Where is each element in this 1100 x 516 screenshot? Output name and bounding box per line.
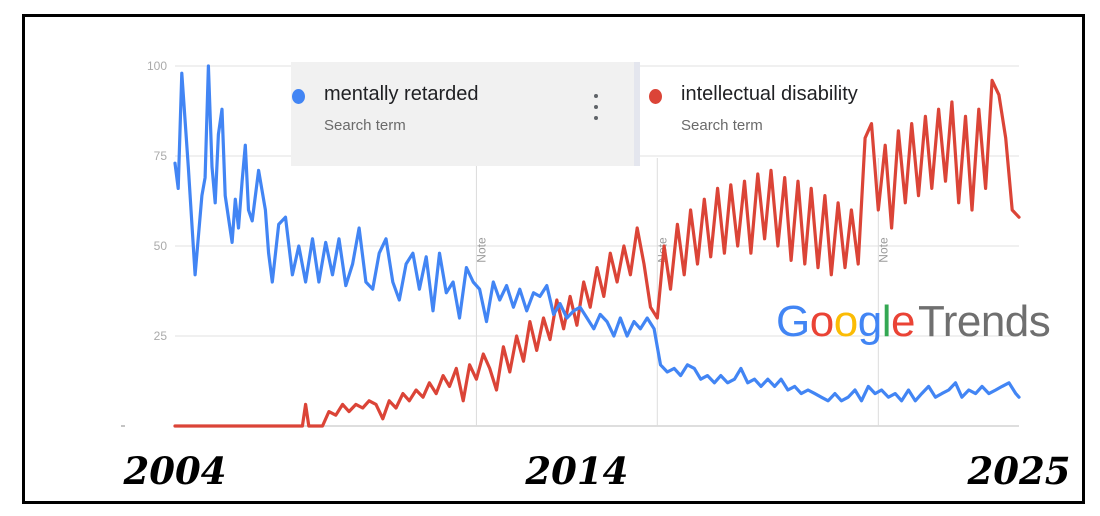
google-letter: G [776,297,810,346]
google-letter: o [809,297,834,346]
year-label-2025: 2025 [967,449,1071,493]
y-tick-label-100: 100 [147,59,167,73]
y-axis: 25 50 75 100 [121,59,168,427]
legend-item-intellectual-disability[interactable]: intellectual disability Search term [648,62,908,166]
trends-wordmark: Trends [917,297,1051,346]
google-wordmark: Google [776,297,915,346]
series-color-dot [649,89,662,104]
series-lines [173,64,1021,428]
more-vert-icon[interactable] [592,94,600,120]
google-letter: l [881,297,892,346]
google-letter: e [890,297,915,346]
note-markers: Note Note Note [474,158,890,426]
series-color-dot [292,89,305,104]
legend-subtitle: Search term [681,117,763,134]
legend-term-label: intellectual disability [681,83,858,105]
legend-item-mentally-retarded[interactable]: mentally retarded Search term [291,62,640,166]
legend-term-label: mentally retarded [324,83,479,105]
y-tick-label-75: 75 [154,149,168,163]
y-tick-label-50: 50 [154,239,168,253]
series-line-mentally-retarded [173,64,1021,403]
year-label-2004: 2004 [123,449,227,493]
y-tick-label-25: 25 [154,329,168,343]
google-trends-logo: GoogleTrends [776,297,1051,347]
year-label-2014: 2014 [525,449,629,493]
note-label-3: Note [876,237,890,263]
google-letter: o [833,297,858,346]
google-letter: g [857,297,882,346]
note-label-1: Note [474,237,488,263]
legend-subtitle: Search term [324,117,406,134]
series-line-intellectual-disability [173,78,1021,428]
